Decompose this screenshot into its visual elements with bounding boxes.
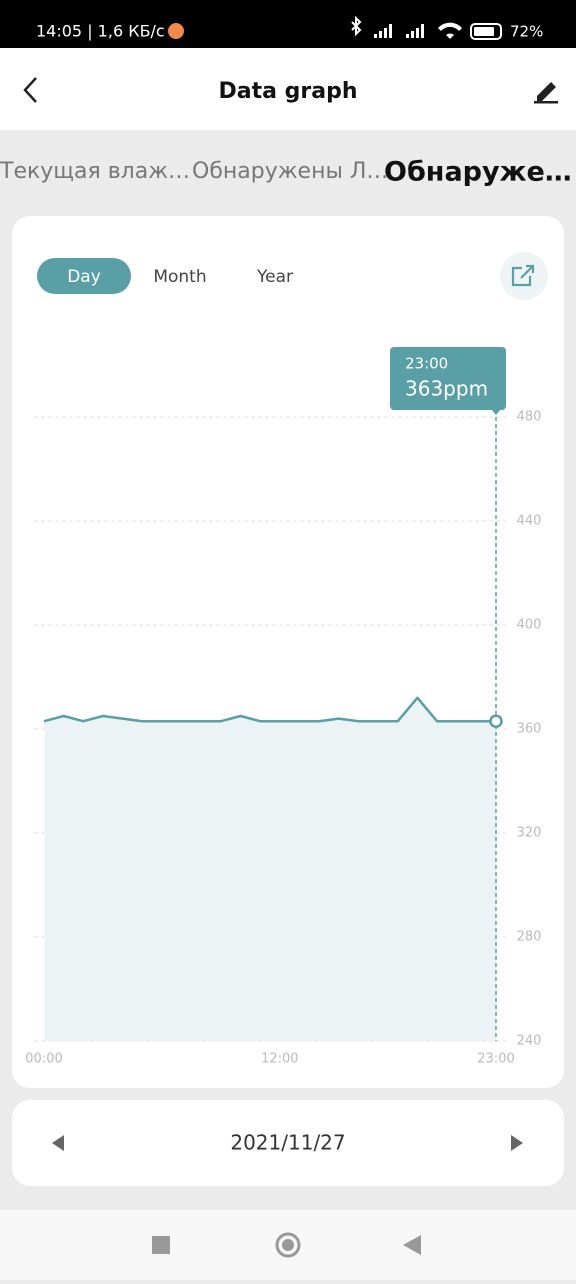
area	[44, 697, 496, 1041]
y-tick-label: 360	[517, 722, 542, 737]
status-icons	[351, 15, 502, 40]
header	[0, 48, 576, 130]
tab[interactable]: Текущая влаж…	[0, 159, 190, 184]
next-button[interactable]	[511, 1135, 523, 1151]
x-tick-label: 12:00	[261, 1052, 298, 1067]
prev-button[interactable]	[52, 1135, 64, 1151]
tooltip-time: 23:00	[405, 355, 448, 373]
period-pill[interactable]	[37, 258, 131, 294]
tooltip	[390, 347, 506, 410]
y-tick-label: 280	[517, 930, 542, 945]
x-tick-label: 23:00	[477, 1052, 514, 1067]
status-time: 14:05 | 1,6 КБ/с	[36, 22, 165, 41]
tab-active[interactable]: Обнаруже…	[384, 157, 572, 188]
y-tick-label: 240	[517, 1034, 542, 1049]
date-label: 2021/11/27	[230, 1131, 345, 1155]
line	[43, 696, 496, 723]
y-tick-label: 440	[517, 514, 542, 529]
y-tick-label: 480	[517, 410, 542, 425]
nav-home[interactable]	[275, 1232, 301, 1258]
period-option[interactable]: Day	[67, 267, 101, 287]
nav-recent[interactable]	[152, 1236, 170, 1254]
date-card	[12, 1100, 564, 1186]
y-tick-label: 400	[517, 618, 542, 633]
period-option[interactable]: Year	[256, 267, 293, 287]
edit-button[interactable]	[534, 82, 558, 104]
point-marker	[489, 714, 503, 728]
nav-back[interactable]	[403, 1235, 421, 1255]
tab[interactable]: Обнаружены Л…	[192, 159, 388, 184]
period-option[interactable]: Month	[153, 267, 206, 287]
share-icon	[511, 264, 535, 287]
status-battery: 72%	[510, 23, 543, 41]
status-icon	[168, 23, 184, 39]
back-button[interactable]	[23, 77, 37, 103]
nav-home-dot	[282, 1239, 294, 1251]
tooltip-pointer	[491, 409, 501, 415]
y-tick-label: 320	[517, 826, 542, 841]
tooltip-value: 363ppm	[405, 377, 488, 401]
x-tick-label: 00:00	[25, 1052, 62, 1067]
page-title: Data graph	[219, 79, 358, 104]
